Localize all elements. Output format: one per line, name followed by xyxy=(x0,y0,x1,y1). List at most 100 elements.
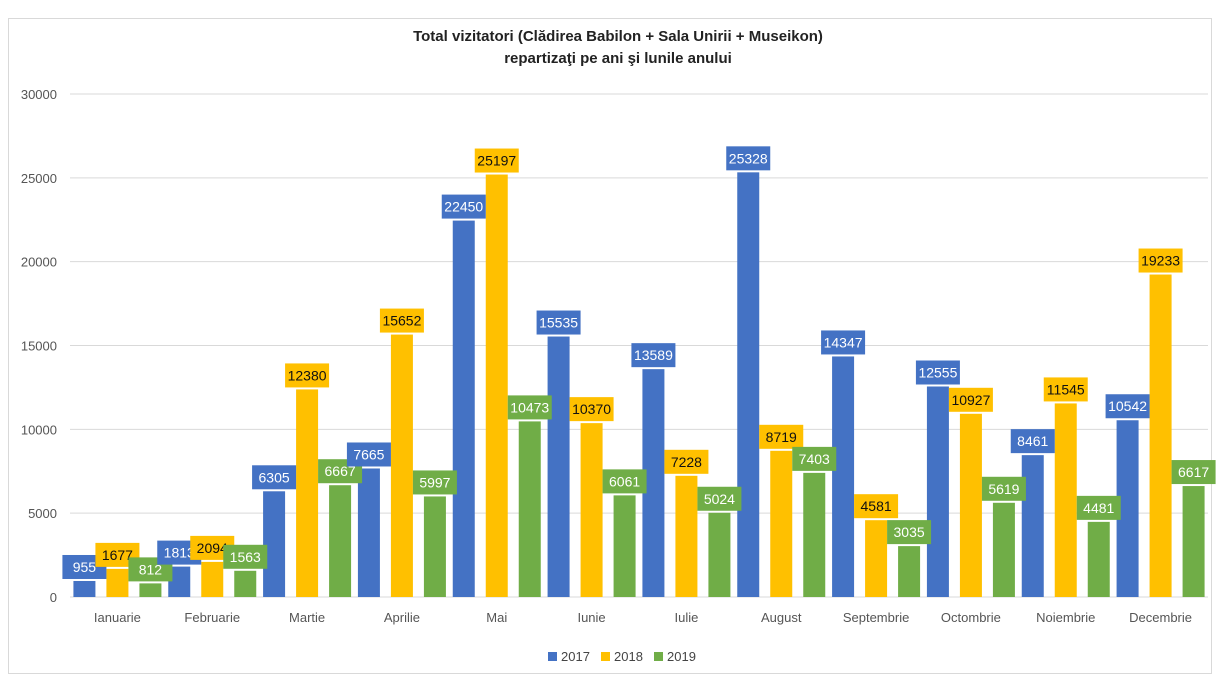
data-label: 15652 xyxy=(382,313,421,329)
bar-2018 xyxy=(580,423,603,597)
bar-2017 xyxy=(547,336,570,597)
data-label: 10927 xyxy=(951,392,990,408)
legend-label: 2019 xyxy=(667,649,696,664)
data-label: 6667 xyxy=(325,463,356,479)
x-category-label: Septembrie xyxy=(843,610,909,625)
bar-2017 xyxy=(168,566,191,597)
bar-2018 xyxy=(1149,274,1172,597)
data-label-box xyxy=(441,194,486,219)
x-category-label: Februarie xyxy=(184,610,240,625)
x-category-label: Ianuarie xyxy=(94,610,141,625)
data-label: 12555 xyxy=(918,364,957,380)
data-label: 8719 xyxy=(766,429,797,445)
data-label: 12380 xyxy=(288,367,327,383)
legend: 2017 2018 2019 xyxy=(548,649,696,664)
data-label-box xyxy=(1076,495,1121,520)
bar-2019 xyxy=(803,472,826,597)
data-label-box xyxy=(1105,394,1150,419)
data-label-box xyxy=(697,486,742,511)
data-label-box xyxy=(821,330,866,355)
bar-2019 xyxy=(1182,486,1205,597)
bar-2019 xyxy=(898,546,921,597)
bar-2019 xyxy=(518,421,541,597)
data-label-box xyxy=(887,520,932,545)
data-label: 1813 xyxy=(164,545,195,561)
bar-2018 xyxy=(201,561,224,597)
y-tick-label: 15000 xyxy=(21,339,57,354)
data-label-box xyxy=(536,310,581,335)
y-tick-label: 25000 xyxy=(21,171,57,186)
data-label-box xyxy=(948,387,993,412)
bar-2018 xyxy=(106,568,129,597)
y-tick-label: 0 xyxy=(50,590,57,605)
bars xyxy=(73,172,1205,598)
x-category-label: August xyxy=(761,610,802,625)
data-label: 14347 xyxy=(824,334,863,350)
bar-2018 xyxy=(296,389,319,597)
gridlines xyxy=(70,93,1208,598)
data-label: 4581 xyxy=(861,498,892,514)
data-label: 2094 xyxy=(197,540,228,556)
bar-2017 xyxy=(73,580,96,597)
bar-2017 xyxy=(452,220,475,598)
bar-2018 xyxy=(485,174,508,597)
bar-2019 xyxy=(613,495,636,597)
data-label-box xyxy=(759,424,804,449)
data-label-box xyxy=(379,308,424,333)
bar-2019 xyxy=(423,496,446,597)
legend-swatch xyxy=(654,652,663,661)
y-axis-ticks: 0 5000 10000 15000 20000 25000 30000 xyxy=(21,87,57,605)
data-label-box xyxy=(1043,377,1088,402)
data-label-box xyxy=(915,360,960,385)
data-label: 1677 xyxy=(102,547,133,563)
y-tick-label: 20000 xyxy=(21,255,57,270)
data-label-box xyxy=(223,544,268,569)
data-label-box xyxy=(474,148,519,173)
bar-2017 xyxy=(926,386,949,597)
bar-2019 xyxy=(708,512,731,597)
bar-2017 xyxy=(737,172,760,597)
data-label: 15535 xyxy=(539,315,578,331)
data-label-box xyxy=(664,449,709,474)
data-label-box xyxy=(854,494,899,519)
y-tick-label: 30000 xyxy=(21,87,57,102)
data-label: 8461 xyxy=(1017,433,1048,449)
data-label: 22450 xyxy=(444,199,483,215)
bar-2018 xyxy=(1054,403,1077,597)
data-label-box xyxy=(252,465,297,490)
legend-swatch xyxy=(601,652,610,661)
data-label-box xyxy=(631,343,676,368)
bar-2017 xyxy=(642,369,665,597)
bar-2019 xyxy=(1087,521,1110,597)
bar-2019 xyxy=(234,570,257,597)
bar-2018 xyxy=(959,413,982,597)
bar-2017 xyxy=(1116,420,1139,597)
bar-2018 xyxy=(865,520,888,597)
x-category-label: Iunie xyxy=(577,610,605,625)
data-label-box xyxy=(507,395,552,420)
bar-2019 xyxy=(329,485,352,597)
x-category-label: Decembrie xyxy=(1129,610,1192,625)
data-label-box xyxy=(792,446,837,471)
data-label: 10542 xyxy=(1108,398,1147,414)
chart-subtitle: repartizaţi pe ani şi lunile anului xyxy=(504,50,732,67)
data-label-box xyxy=(1171,460,1216,485)
data-label-box xyxy=(1010,429,1055,454)
data-label: 5997 xyxy=(419,474,450,490)
x-category-label: Aprilie xyxy=(384,610,420,625)
data-label: 19233 xyxy=(1141,253,1180,269)
data-label: 6305 xyxy=(259,469,290,485)
data-label: 1563 xyxy=(230,549,261,565)
data-label: 3035 xyxy=(894,524,925,540)
bar-2018 xyxy=(770,450,793,597)
data-label-box xyxy=(346,442,391,467)
data-label: 6617 xyxy=(1178,464,1209,480)
data-label-box xyxy=(569,397,614,422)
data-label: 25197 xyxy=(477,153,516,169)
data-label-box xyxy=(1138,248,1183,273)
data-label-box xyxy=(726,146,771,171)
legend-swatch xyxy=(548,652,557,661)
data-label: 10473 xyxy=(510,399,549,415)
